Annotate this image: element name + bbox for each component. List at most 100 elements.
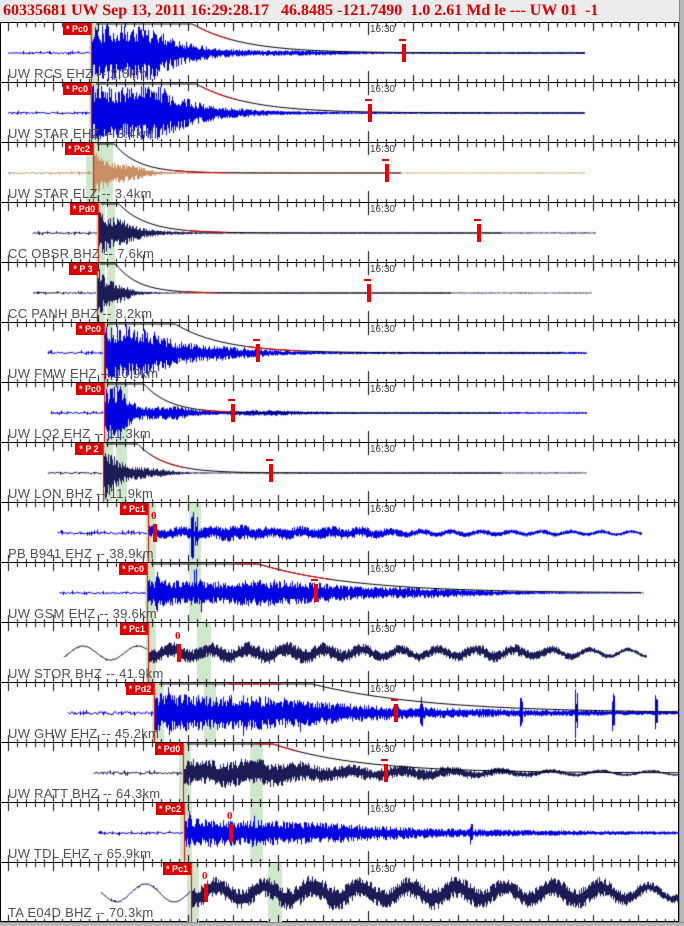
coda-marker-bar[interactable] xyxy=(229,824,233,842)
trace-panel: 16:30 * Pc1 0 UW STOR BHZ -- 41.9km xyxy=(0,622,680,683)
coda-marker-bar[interactable] xyxy=(402,44,406,62)
phase-pick-flag[interactable]: * Pc0 xyxy=(119,563,147,575)
minute-label: 16:30 xyxy=(370,864,396,875)
coda-marker-dash[interactable] xyxy=(253,339,260,341)
waveform-canvas[interactable] xyxy=(1,443,680,503)
phase-pick-flag[interactable]: * Pc1 xyxy=(120,503,148,515)
station-label: UW TDL EHZ -- 65.9km xyxy=(8,846,152,861)
waveform-canvas[interactable] xyxy=(1,383,680,443)
phase-pick-flag[interactable]: * Pc0 xyxy=(76,323,104,335)
phase-pick-flag[interactable]: * P 2 xyxy=(75,443,103,455)
bottom-window-border xyxy=(0,922,684,926)
minute-label: 16:30 xyxy=(370,564,396,575)
coda-marker-dash[interactable] xyxy=(365,99,372,101)
trace-panel-list: 16:30 * Pc0 UW RCS EHZ -- 2.8km 16:30 * Pc0 U… xyxy=(0,22,680,923)
coda-marker-dash[interactable] xyxy=(311,579,318,581)
phase-pick-flag[interactable]: * Pd0 xyxy=(70,203,98,215)
minute-label: 16:30 xyxy=(370,24,396,35)
station-label: UW RATT BHZ -- 64.3km xyxy=(8,786,161,801)
station-label: PB B941 EHZ -- 38.9km xyxy=(8,546,154,561)
waveform-canvas[interactable] xyxy=(1,323,680,383)
waveform-canvas[interactable] xyxy=(1,863,680,923)
coda-marker-dash[interactable] xyxy=(399,39,406,41)
phase-pick-flag[interactable]: * Pc0 xyxy=(76,383,104,395)
coda-marker-bar[interactable] xyxy=(385,164,389,182)
event-title: 60335681 UW Sep 13, 2011 16:29:28.17 46.… xyxy=(0,0,679,22)
station-label: UW STAR ELZ -- 3.4km xyxy=(8,186,152,201)
station-label: UW FMW EHZ -- 10.9km xyxy=(8,366,159,381)
minute-label: 16:30 xyxy=(370,384,396,395)
coda-marker-dash[interactable] xyxy=(228,399,235,401)
phase-pick-flag[interactable]: * Pc1 xyxy=(120,623,148,635)
coda-marker-dash[interactable] xyxy=(391,699,398,701)
phase-pick-flag[interactable]: * Pd0 xyxy=(155,743,183,755)
phase-pick-flag[interactable]: * P 3 xyxy=(69,263,97,275)
trace-panel: 16:30 * Pc0 UW LQ2 EHZ -- 11.3km xyxy=(0,382,680,443)
coda-marker-bar[interactable] xyxy=(256,344,260,362)
coda-marker-zero[interactable]: 0 xyxy=(227,810,233,822)
coda-marker-dash[interactable] xyxy=(266,459,273,461)
waveform-canvas[interactable] xyxy=(1,23,680,83)
minute-label: 16:30 xyxy=(370,744,396,755)
station-label: UW STOR BHZ -- 41.9km xyxy=(8,666,164,681)
right-window-border xyxy=(679,0,684,926)
minute-label: 16:30 xyxy=(370,144,396,155)
waveform-canvas[interactable] xyxy=(1,143,680,203)
waveform-canvas[interactable] xyxy=(1,563,680,623)
coda-marker-dash[interactable] xyxy=(364,279,371,281)
trace-panel: 16:30 * Pc0 UW STAR EHZ -- 3.4km xyxy=(0,82,680,143)
coda-marker-bar[interactable] xyxy=(177,644,181,662)
coda-marker-bar[interactable] xyxy=(367,284,371,302)
waveform-canvas[interactable] xyxy=(1,623,680,683)
trace-panel: 16:30 * Pd0 UW RATT BHZ -- 64.3km xyxy=(0,742,680,803)
coda-marker-bar[interactable] xyxy=(204,884,208,902)
trace-panel: 16:30 * Pc1 0 PB B941 EHZ -- 38.9km xyxy=(0,502,680,563)
station-label: UW GSM EHZ -- 39.6km xyxy=(8,606,158,621)
coda-marker-bar[interactable] xyxy=(231,404,235,422)
station-label: UW RCS EHZ -- 2.8km xyxy=(8,66,148,81)
minute-label: 16:30 xyxy=(370,264,396,275)
coda-marker-bar[interactable] xyxy=(368,104,372,122)
trace-panel: 16:30 * Pc0 UW RCS EHZ -- 2.8km xyxy=(0,22,680,83)
waveform-canvas[interactable] xyxy=(1,203,680,263)
trace-panel: 16:30 * Pd0 CC OBSR BHZ -- 7.6km xyxy=(0,202,680,263)
trace-panel: 16:30 * Pd2 UW GHW EHZ -- 45.2km xyxy=(0,682,680,743)
coda-marker-bar[interactable] xyxy=(384,764,388,782)
phase-pick-flag[interactable]: * Pc1 xyxy=(163,863,191,875)
waveform-canvas[interactable] xyxy=(1,683,680,743)
coda-marker-bar[interactable] xyxy=(394,704,398,722)
station-label: UW STAR EHZ -- 3.4km xyxy=(8,126,154,141)
station-label: UW LON BHZ -- 11.9km xyxy=(8,486,154,501)
trace-panel: 16:30 * Pc1 0 TA E04D BHZ -- 70.3km xyxy=(0,862,680,923)
coda-marker-zero[interactable]: 0 xyxy=(151,510,157,522)
phase-pick-flag[interactable]: * Pc2 xyxy=(156,803,184,815)
phase-pick-flag[interactable]: * Pc0 xyxy=(63,83,91,95)
coda-marker-bar[interactable] xyxy=(477,224,481,242)
waveform-canvas[interactable] xyxy=(1,263,680,323)
coda-marker-zero[interactable]: 0 xyxy=(175,630,181,642)
trace-panel: 16:30 * Pc2 UW STAR ELZ -- 3.4km xyxy=(0,142,680,203)
coda-marker-bar[interactable] xyxy=(269,464,273,482)
waveform-canvas[interactable] xyxy=(1,83,680,143)
phase-pick-flag[interactable]: * Pc2 xyxy=(65,143,93,155)
coda-marker-bar[interactable] xyxy=(314,584,318,602)
station-label: UW GHW EHZ -- 45.2km xyxy=(8,726,160,741)
minute-label: 16:30 xyxy=(370,624,396,635)
waveform-canvas[interactable] xyxy=(1,503,680,563)
waveform-canvas[interactable] xyxy=(1,743,680,803)
waveform-canvas[interactable] xyxy=(1,803,680,863)
station-label: CC PANH BHZ -- 8.2km xyxy=(8,306,153,321)
phase-pick-flag[interactable]: * Pc0 xyxy=(63,23,91,35)
phase-pick-flag[interactable]: * Pd2 xyxy=(126,683,154,695)
trace-panel: 16:30 * P 2 UW LON BHZ -- 11.9km xyxy=(0,442,680,503)
minute-label: 16:30 xyxy=(370,684,396,695)
coda-marker-dash[interactable] xyxy=(382,159,389,161)
coda-marker-dash[interactable] xyxy=(474,219,481,221)
minute-label: 16:30 xyxy=(370,804,396,815)
trace-panel: 16:30 * P 3 CC PANH BHZ -- 8.2km xyxy=(0,262,680,323)
coda-marker-dash[interactable] xyxy=(381,759,388,761)
coda-marker-zero[interactable]: 0 xyxy=(202,870,208,882)
trace-panel: 16:30 * Pc2 0 UW TDL EHZ -- 65.9km xyxy=(0,802,680,863)
minute-label: 16:30 xyxy=(370,444,396,455)
coda-marker-bar[interactable] xyxy=(153,524,157,542)
